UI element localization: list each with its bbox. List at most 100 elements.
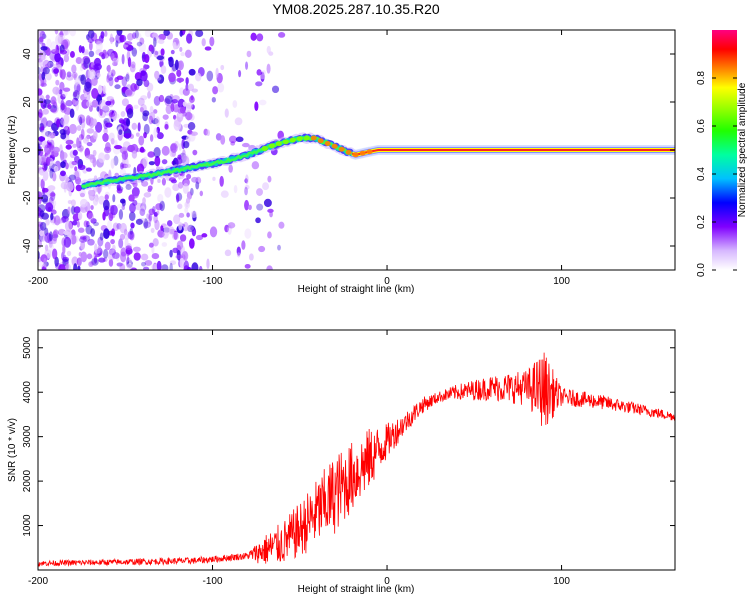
spectrogram-noise-blob — [42, 175, 47, 182]
spectrogram-noise-blob — [50, 108, 57, 113]
spectrogram-noise-blob — [125, 184, 132, 190]
spectrogram-noise-blob — [155, 116, 161, 127]
spectrogram-noise-blob — [85, 224, 93, 235]
spectrogram-noise-blob — [86, 128, 95, 134]
spectrogram-noise-blob — [120, 247, 127, 257]
spectrogram-noise-blob — [40, 126, 45, 131]
spectrogram-noise-blob — [137, 97, 145, 106]
spectrogram-noise-blob — [80, 240, 86, 250]
spectrogram-noise-blob — [81, 62, 88, 70]
spectrogram-noise-blob — [92, 157, 97, 168]
spectrogram-noise-blob — [98, 195, 105, 205]
spectrogram-noise-blob — [129, 133, 135, 139]
spectrogram-noise-blob — [168, 72, 176, 83]
spectrogram-noise-blob — [56, 218, 63, 224]
spectrogram-noise-blob — [127, 144, 136, 153]
spectrogram-noise-blob — [153, 37, 157, 48]
spectrogram-noise-blob — [105, 122, 113, 128]
spectrogram-ytick-label: 0 — [22, 147, 33, 153]
spectrogram-noise-blob — [191, 176, 199, 183]
spectrogram-noise-blob — [121, 150, 129, 160]
spectrogram-noise-blob — [115, 33, 123, 44]
snr-xtick-label: -200 — [28, 576, 48, 587]
spectrogram-noise-blob — [172, 183, 180, 192]
spectrogram-noise-blob — [71, 64, 77, 74]
spectrogram-noise-blob — [45, 218, 50, 226]
spectrogram-noise-blob — [41, 194, 49, 203]
spectrogram-noise-blob — [103, 248, 109, 259]
spectrogram-noise-blob — [143, 79, 150, 88]
spectrogram-noise-blob — [59, 128, 68, 135]
spectrogram-noise-blob — [244, 199, 250, 211]
spectrogram-noise-blob — [278, 221, 285, 229]
spectrogram-noise-blob — [131, 150, 138, 159]
spectrogram-noise-blob — [41, 266, 47, 270]
spectrogram-noise-blob — [132, 32, 137, 39]
spectrogram-noise-blob — [139, 146, 145, 153]
spectrogram-noise-blob — [56, 118, 60, 128]
spectrogram-noise-blob — [48, 61, 54, 68]
spectrogram-noise-blob — [148, 242, 154, 248]
spectrogram-noise-blob — [158, 39, 165, 45]
spectrogram-ridge-patch — [275, 141, 282, 147]
spectrogram-noise-blob — [190, 210, 198, 219]
spectrogram-noise-blob — [244, 263, 251, 269]
spectrogram-noise-blob — [255, 81, 263, 87]
spectrogram-noise-blob — [65, 139, 74, 145]
spectrogram-noise-blob — [129, 64, 136, 73]
spectrogram-noise-blob — [78, 252, 82, 257]
spectrogram-noise-blob — [149, 105, 154, 114]
spectrogram-noise-blob — [244, 186, 248, 196]
spectrogram-noise-blob — [52, 86, 60, 95]
spectrogram-noise-blob — [39, 229, 44, 237]
spectrogram-noise-blob — [125, 163, 131, 169]
snr-xlabel: Height of straight line (km) — [298, 584, 415, 595]
spectrogram-noise-blob — [54, 30, 59, 35]
spectrogram-noise-blob — [148, 208, 156, 215]
spectrogram-noise-blob — [209, 36, 215, 47]
spectrogram-noise-blob — [263, 198, 272, 208]
spectrogram-noise-blob — [149, 134, 154, 142]
spectrogram-noise-blob — [52, 248, 58, 260]
spectrogram-noise-blob — [143, 123, 150, 135]
spectrogram-noise-blob — [191, 262, 199, 270]
spectrogram-noise-blob — [256, 33, 264, 42]
spectrogram-noise-blob — [63, 236, 72, 248]
spectrogram-noise-blob — [41, 54, 47, 61]
spectrogram-noise-blob — [38, 108, 43, 119]
spectrogram-noise-blob — [112, 222, 119, 232]
spectrogram-noise-blob — [127, 231, 134, 240]
spectrogram-noise-blob — [69, 51, 75, 58]
snr-ylabel: SNR (10 * v/v) — [7, 418, 18, 482]
spectrogram-noise-blob — [201, 38, 206, 47]
spectrogram-noise-blob — [55, 79, 60, 86]
spectrogram-noise-blob — [97, 236, 104, 247]
spectrogram-noise-blob — [165, 104, 172, 115]
spectrogram-noise-blob — [122, 154, 126, 165]
spectrogram-noise-blob — [40, 254, 48, 263]
spectrogram-noise-blob — [161, 159, 168, 165]
spectrogram-noise-blob — [150, 227, 155, 233]
spectrogram-noise-blob — [182, 88, 190, 96]
spectrogram-noise-blob — [233, 185, 238, 194]
spectrogram-noise-blob — [172, 247, 179, 254]
spectrogram-noise-blob — [67, 199, 72, 205]
spectrogram-noise-blob — [86, 253, 93, 260]
spectrogram-noise-blob — [52, 172, 57, 182]
spectrogram-noise-blob — [63, 183, 67, 193]
spectrogram-noise-blob — [135, 132, 140, 137]
spectrogram-noise-blob — [62, 244, 66, 255]
spectrogram-noise-blob — [149, 45, 156, 53]
spectrogram-noise-blob — [74, 166, 78, 172]
spectrogram-noise-blob — [79, 147, 83, 153]
spectrogram-noise-blob — [38, 58, 43, 63]
spectrogram-noise-blob — [47, 134, 51, 143]
spectrogram-noise-blob — [241, 240, 246, 250]
spectrogram-noise-blob — [185, 77, 189, 85]
spectrogram-noise-blob — [227, 222, 236, 229]
spectrogram-noise-blob — [60, 103, 67, 110]
spectrogram-noise-blob — [139, 208, 146, 216]
spectrogram-noise-blob — [151, 253, 160, 260]
spectrogram-noise-blob — [42, 108, 49, 115]
spectrogram-noise-blob — [206, 70, 214, 82]
